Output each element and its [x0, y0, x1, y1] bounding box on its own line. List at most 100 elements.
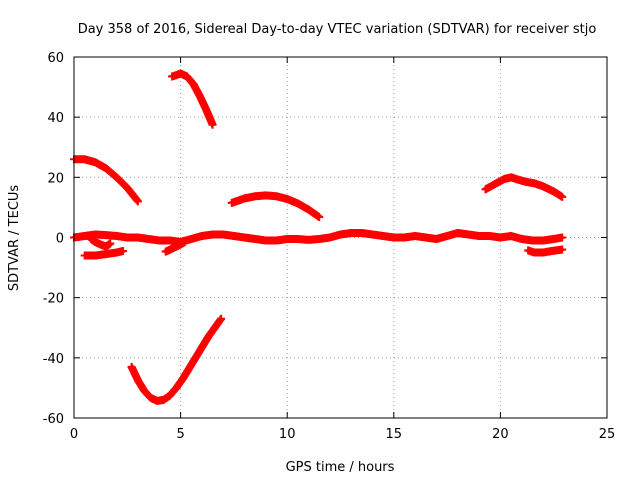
data-point: [206, 335, 210, 339]
series-arc-5: [127, 314, 226, 405]
data-point: [560, 248, 564, 252]
data-point: [136, 378, 140, 382]
data-point: [221, 232, 225, 236]
data-point: [296, 237, 300, 241]
x-tick-label: 25: [599, 427, 616, 442]
series-arc-6: [80, 247, 128, 260]
data-point: [264, 193, 268, 197]
data-point: [477, 234, 481, 238]
data-point: [104, 233, 108, 237]
data-point: [157, 239, 161, 243]
data-point: [104, 252, 108, 256]
data-point: [520, 237, 524, 241]
data-point: [370, 232, 374, 236]
data-point: [168, 239, 172, 243]
data-point: [104, 245, 108, 249]
data-point: [307, 238, 311, 242]
data-point: [125, 236, 129, 239]
data-point: [285, 197, 289, 201]
data-point: [264, 239, 268, 243]
data-point: [191, 82, 195, 86]
data-point: [130, 365, 134, 369]
data-point: [189, 237, 193, 241]
data-point: [108, 242, 112, 246]
data-point: [434, 237, 438, 241]
data-series: [70, 69, 567, 405]
data-point: [170, 75, 174, 79]
series-arc-4: [481, 173, 567, 201]
data-point: [194, 356, 198, 360]
y-tick-label: -40: [43, 352, 64, 367]
data-point: [93, 254, 97, 258]
data-point: [170, 247, 174, 251]
data-point: [515, 177, 519, 181]
plot-frame: [73, 56, 608, 419]
data-point: [488, 234, 492, 238]
series-arc-3: [227, 191, 324, 222]
data-point: [162, 398, 166, 402]
data-point: [219, 317, 223, 321]
data-point: [560, 236, 564, 239]
x-axis-label: GPS time / hours: [286, 460, 395, 475]
series-arc-8: [524, 245, 567, 257]
data-point: [483, 187, 487, 191]
data-point: [147, 237, 151, 241]
data-point: [211, 232, 215, 236]
y-tick-label: 60: [47, 51, 64, 66]
data-point: [498, 236, 502, 239]
data-point: [243, 236, 247, 239]
x-tick-label: 0: [70, 427, 78, 442]
series-points: [168, 69, 217, 129]
data-point: [213, 326, 217, 330]
data-point: [115, 234, 119, 238]
series-points: [70, 228, 567, 247]
chart-title: Day 358 of 2016, Sidereal Day-to-day VTE…: [78, 22, 597, 37]
data-point: [155, 399, 159, 403]
data-point: [541, 184, 545, 188]
series-points: [70, 155, 142, 206]
data-point: [200, 345, 204, 349]
data-point: [339, 232, 342, 236]
data-point: [349, 231, 353, 235]
data-point: [307, 208, 311, 212]
data-point: [121, 249, 125, 253]
data-point: [149, 396, 153, 400]
data-point: [136, 199, 140, 203]
data-point: [530, 239, 534, 243]
data-point: [243, 196, 247, 200]
data-point: [200, 234, 204, 238]
axis-ticks: 0 5 10 15 20 25 -60 -40 -20 0 20 40 60: [43, 51, 616, 442]
data-point: [524, 180, 528, 184]
data-point: [230, 201, 234, 205]
data-point: [104, 166, 108, 170]
y-tick-label: 40: [47, 111, 64, 126]
data-point: [83, 234, 87, 238]
data-point: [136, 236, 140, 239]
data-point: [253, 194, 257, 198]
data-point: [560, 195, 564, 199]
data-point: [142, 389, 146, 393]
data-point: [164, 250, 168, 254]
data-point: [83, 157, 87, 161]
data-point: [296, 202, 300, 206]
data-point: [392, 236, 396, 239]
data-point: [93, 160, 97, 164]
data-point: [125, 186, 129, 190]
data-point: [541, 239, 545, 243]
data-point: [181, 377, 185, 381]
data-point: [275, 194, 279, 198]
data-point: [552, 189, 556, 193]
data-point: [413, 234, 417, 238]
series-band: [70, 228, 567, 247]
x-tick-label: 15: [386, 427, 403, 442]
data-point: [533, 251, 537, 255]
y-axis-label: SDTVAR / TECUs: [7, 185, 22, 292]
data-point: [533, 181, 537, 185]
data-point: [204, 108, 208, 112]
data-point: [424, 236, 428, 239]
data-point: [115, 251, 119, 255]
data-point: [187, 366, 191, 370]
data-point: [185, 75, 189, 79]
data-point: [360, 231, 364, 235]
